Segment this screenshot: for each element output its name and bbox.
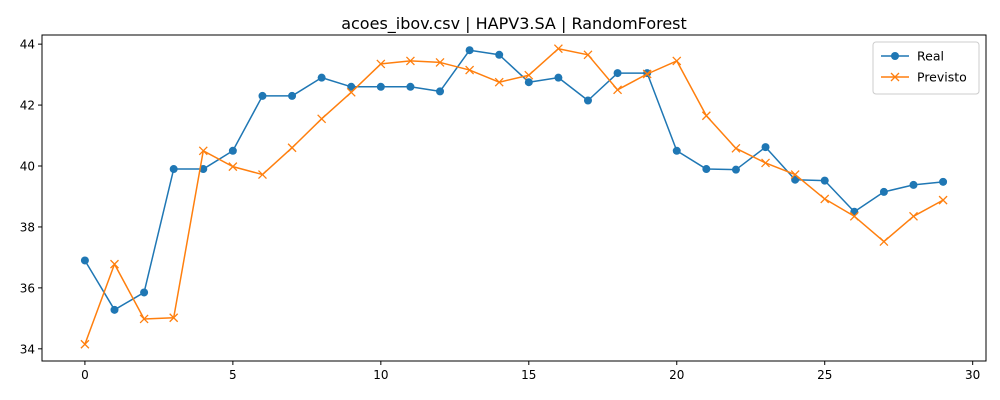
legend-item-real: Real [881,49,944,64]
data-point-previsto [524,70,534,80]
data-point-previsto [790,170,800,179]
data-point-previsto [731,143,741,153]
x-tick-label: 25 [817,368,832,382]
data-point-real [317,73,326,82]
series-line-real [84,49,944,311]
legend-marker [891,52,899,60]
data-point-real [199,165,208,174]
data-point-previsto [139,314,149,324]
data-point-previsto [465,65,475,75]
series-real [80,46,948,314]
data-point-previsto [820,194,830,204]
x-tick-label: 5 [229,368,237,382]
data-point-real [820,176,829,185]
plot-area-frame [41,34,987,362]
data-point-real [939,177,948,186]
data-point-real [228,146,237,155]
chart-title: acoes_ibov.csv | HAPV3.SA | RandomForest [341,14,687,34]
data-point-previsto [494,77,504,87]
data-point-real [761,143,770,152]
data-point-real [347,82,356,91]
legend-label: Previsto [917,70,967,85]
data-point-real [702,165,711,174]
data-point-previsto [317,114,327,124]
x-tick-label: 10 [373,368,388,382]
data-point-real [879,187,888,196]
data-point-previsto [198,146,208,156]
data-point-real [583,96,592,105]
legend-marker [890,72,900,82]
data-point-previsto [849,211,859,221]
data-point-previsto [938,195,948,205]
series-line-previsto [84,47,944,345]
data-point-previsto [701,111,711,121]
data-point-previsto [287,143,297,153]
data-point-previsto [258,170,267,179]
data-point-previsto [228,162,238,172]
data-point-real [80,256,89,265]
x-tick-label: 20 [669,368,684,382]
data-point-real [672,146,681,155]
data-point-previsto [613,85,623,95]
data-point-real [909,180,918,189]
data-point-previsto [80,339,90,349]
data-point-real [376,82,385,91]
data-point-previsto [553,44,563,54]
legend-box [872,41,980,95]
y-axis: 34 36 38 40 42 44 [20,38,42,356]
series-previsto [80,44,948,349]
y-tick-label: 38 [20,220,35,234]
y-tick-label: 42 [20,99,35,113]
legend-label: Real [917,49,944,64]
data-point-real [169,165,178,174]
legend: Real Previsto [872,41,980,95]
y-tick-label: 36 [20,281,35,295]
data-point-real [436,87,445,96]
series-layer [80,44,948,349]
data-point-previsto [169,313,179,323]
data-point-real [613,69,622,78]
data-point-real [465,46,474,55]
x-tick-label: 0 [81,368,89,382]
x-axis: 0 5 10 15 20 25 30 [81,361,980,382]
data-point-real [110,305,119,314]
data-point-real [258,91,267,100]
data-point-previsto [583,50,593,60]
data-point-real [731,165,740,174]
data-point-real [495,50,504,59]
data-point-previsto [346,87,356,97]
data-point-real [140,288,149,297]
x-tick-label: 15 [521,368,536,382]
data-point-previsto [761,158,770,168]
data-point-previsto [110,259,119,269]
data-point-previsto [642,69,652,79]
data-point-real [524,78,533,87]
x-tick-label: 30 [965,368,980,382]
y-tick-label: 44 [20,38,35,52]
data-point-previsto [879,237,889,247]
data-point-real [791,175,800,184]
data-point-previsto [435,57,445,67]
y-tick-label: 34 [20,342,35,356]
data-point-previsto [909,211,918,221]
data-point-real [288,91,297,100]
data-point-previsto [376,59,386,69]
data-point-real [406,82,415,91]
legend-item-previsto: Previsto [881,70,967,85]
y-tick-label: 40 [20,160,35,174]
data-point-previsto [672,56,682,66]
data-point-real [554,73,563,82]
data-point-previsto [405,56,415,66]
